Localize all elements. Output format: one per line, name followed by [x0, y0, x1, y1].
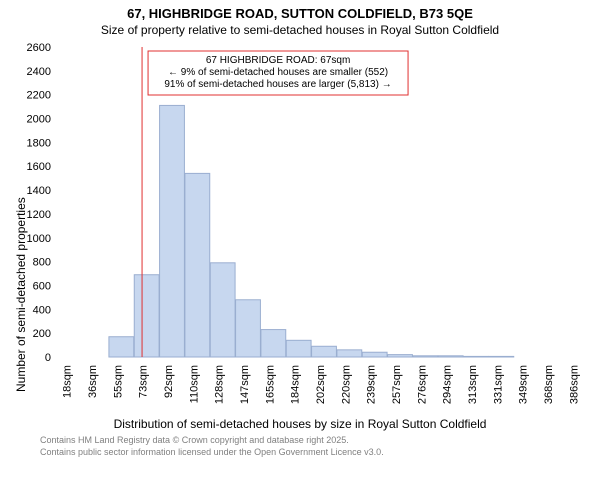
bar [464, 356, 489, 357]
y-tick-label: 400 [33, 304, 51, 316]
y-tick-label: 200 [33, 328, 51, 340]
bar [109, 337, 134, 357]
y-tick-label: 1600 [27, 161, 51, 173]
x-tick-label: 386sqm [568, 365, 580, 404]
bar [413, 356, 438, 357]
x-tick-label: 55sqm [112, 365, 124, 398]
bar [438, 356, 463, 357]
footer: Contains HM Land Registry data © Crown c… [40, 435, 600, 458]
bar [261, 330, 286, 357]
annotation-line: 91% of semi-detached houses are larger (… [164, 79, 391, 90]
annotation-line: 67 HIGHBRIDGE ROAD: 67sqm [206, 55, 350, 66]
x-tick-label: 202sqm [315, 365, 327, 404]
y-tick-label: 2400 [27, 66, 51, 78]
x-tick-label: 220sqm [340, 365, 352, 404]
y-tick-label: 2600 [27, 42, 51, 54]
bar [388, 355, 413, 357]
bar [160, 105, 185, 357]
bar [236, 300, 261, 357]
bar [312, 346, 337, 357]
chart-subtitle: Size of property relative to semi-detach… [0, 23, 600, 37]
annotation-line: ← 9% of semi-detached houses are smaller… [168, 67, 388, 78]
x-tick-label: 257sqm [391, 365, 403, 404]
x-tick-label: 18sqm [62, 365, 74, 398]
x-tick-label: 313sqm [467, 365, 479, 404]
bar [362, 352, 387, 357]
bar [286, 340, 311, 357]
footer-line-2: Contains public sector information licen… [40, 447, 600, 459]
y-tick-label: 2200 [27, 90, 51, 102]
y-axis-label: Number of semi-detached properties [14, 197, 28, 392]
y-tick-label: 1400 [27, 185, 51, 197]
x-tick-label: 147sqm [239, 365, 251, 404]
x-tick-label: 184sqm [290, 365, 302, 404]
x-tick-label: 73sqm [138, 365, 150, 398]
bar [489, 356, 514, 357]
bar [185, 173, 210, 357]
x-tick-label: 349sqm [518, 365, 530, 404]
bar [337, 350, 362, 357]
plot-area: Number of semi-detached properties 0 200 4… [0, 37, 600, 417]
x-tick-label: 92sqm [163, 365, 175, 398]
y-tick-label: 2000 [27, 114, 51, 126]
y-tick-label: 1800 [27, 137, 51, 149]
chart-svg: 0 200 400 600 800 1000 1200 1400 1600 1800 2000 220… [0, 37, 600, 417]
y-tick-label: 1000 [27, 233, 51, 245]
chart-title: 67, HIGHBRIDGE ROAD, SUTTON COLDFIELD, B… [0, 6, 600, 21]
y-tick-label: 600 [33, 280, 51, 292]
x-tick-label: 276sqm [416, 365, 428, 404]
x-tick-label: 165sqm [264, 365, 276, 404]
x-axis-label: Distribution of semi-detached houses by … [0, 417, 600, 431]
footer-line-1: Contains HM Land Registry data © Crown c… [40, 435, 600, 447]
y-tick-label: 0 [45, 352, 51, 364]
x-tick-label: 368sqm [543, 365, 555, 404]
bar [210, 263, 235, 357]
x-tick-label: 239sqm [366, 365, 378, 404]
x-tick-label: 36sqm [87, 365, 99, 398]
x-tick-label: 110sqm [188, 365, 200, 403]
y-tick-label: 1200 [27, 209, 51, 221]
bar [134, 275, 159, 357]
x-tick-label: 294sqm [442, 365, 454, 404]
x-tick-label: 128sqm [214, 365, 226, 404]
x-tick-label: 331sqm [492, 365, 504, 404]
y-tick-label: 800 [33, 257, 51, 269]
